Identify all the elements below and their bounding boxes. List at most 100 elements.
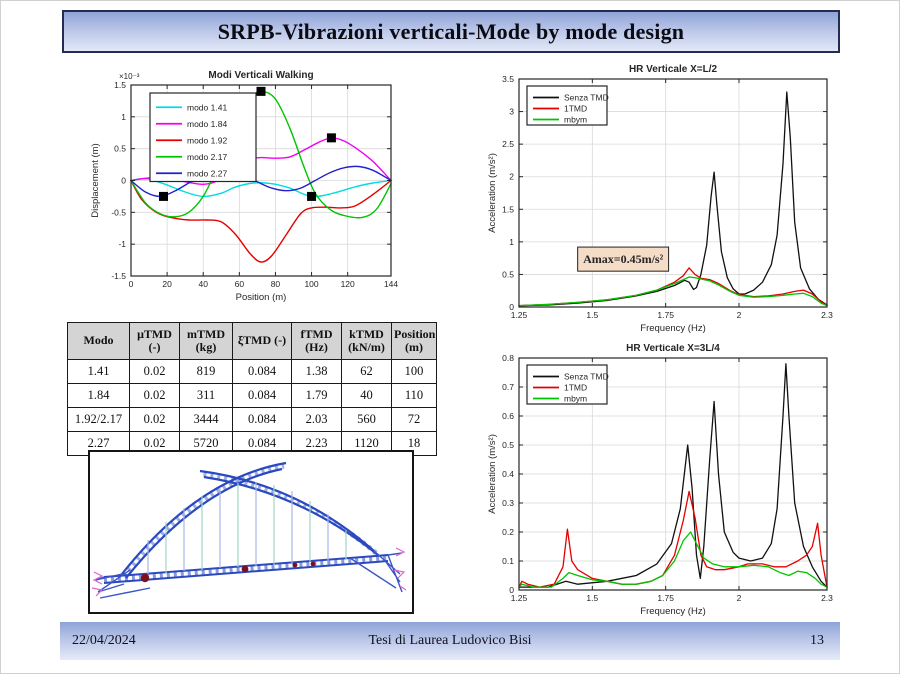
svg-text:0.1: 0.1: [502, 556, 514, 566]
svg-text:modo 2.17: modo 2.17: [187, 152, 227, 162]
svg-text:0.4: 0.4: [502, 469, 514, 479]
svg-text:1.75: 1.75: [657, 593, 674, 603]
svg-text:HR Verticale X=3L/4: HR Verticale X=3L/4: [626, 344, 720, 354]
svg-text:60: 60: [235, 279, 245, 289]
table-cell: 1.92/2.17: [67, 407, 130, 432]
chart-modi-verticali-walking: 0 20 40 60 80 100 120 144 -1.5 -1 -0.5 0 0.5 1 1.5 Modi…: [88, 66, 400, 317]
svg-text:Senza TMD: Senza TMD: [564, 93, 609, 103]
svg-text:1.25: 1.25: [511, 310, 528, 320]
table-cell: 0.084: [232, 359, 292, 384]
svg-text:3.5: 3.5: [502, 74, 514, 84]
bridge-model-image: [91, 461, 407, 599]
table-cell: 1.38: [291, 359, 342, 384]
table-header-cell: kTMD (kN/m): [341, 322, 392, 360]
table-row: 1.41 0.02 819 0.084 1.38 62 100: [67, 359, 437, 384]
svg-text:2.3: 2.3: [821, 593, 833, 603]
table-row: 1.84 0.02 311 0.084 1.79 40 110: [67, 383, 437, 408]
svg-text:1TMD: 1TMD: [564, 383, 587, 393]
table-cell: 40: [341, 383, 392, 408]
table-cell: 819: [179, 359, 233, 384]
svg-text:0.5: 0.5: [114, 144, 126, 154]
table-header-cell: Position (m): [391, 322, 437, 360]
table-header-cell: mTMD (kg): [179, 322, 233, 360]
svg-text:Acceleration (m/s²): Acceleration (m/s²): [487, 434, 498, 514]
table-header-cell: Modo: [67, 322, 130, 360]
svg-text:HR Verticale X=L/2: HR Verticale X=L/2: [629, 64, 718, 75]
svg-text:Displacement (m): Displacement (m): [90, 143, 101, 217]
chart-hr-verticale-3L4-svg: 1.25 1.5 1.75 2 2.3 0 0.1 0.2 0.3 0.4 0.5 0.6 0.7 0.8…: [485, 343, 835, 617]
bridge-model-figure: [88, 450, 414, 614]
svg-text:-1.5: -1.5: [111, 271, 126, 281]
table-cell: 2.03: [291, 407, 342, 432]
svg-text:2: 2: [737, 310, 742, 320]
table-cell: 0.084: [232, 407, 292, 432]
chart-hr-verticale-L2-svg: 1.25 1.5 1.75 2 2.3 0 0.5 1 1.5 2 2.5 3 3.5 HR Vertic…: [485, 58, 835, 338]
footer-date: 22/04/2024: [72, 633, 136, 648]
table-cell: 311: [179, 383, 233, 408]
footer-page-number: 13: [810, 633, 824, 648]
svg-text:1.5: 1.5: [586, 310, 598, 320]
table-cell: 1.79: [291, 383, 342, 408]
table-header-cell: fTMD (Hz): [291, 322, 342, 360]
svg-text:modo 1.92: modo 1.92: [187, 135, 227, 145]
svg-text:Senza TMD: Senza TMD: [564, 372, 609, 382]
table-cell: 1.84: [67, 383, 130, 408]
svg-text:2: 2: [737, 593, 742, 603]
svg-text:modo 1.41: modo 1.41: [187, 102, 227, 112]
svg-text:0.2: 0.2: [502, 527, 514, 537]
svg-text:1.75: 1.75: [657, 310, 674, 320]
svg-text:3: 3: [509, 107, 514, 117]
slide-title: SRPB-Vibrazioni verticali-Mode by mode d…: [217, 18, 685, 44]
svg-text:120: 120: [341, 279, 355, 289]
svg-text:mbym: mbym: [564, 394, 587, 404]
svg-text:2.5: 2.5: [502, 139, 514, 149]
svg-text:1.5: 1.5: [114, 80, 126, 90]
table-cell: 560: [341, 407, 392, 432]
svg-text:0.5: 0.5: [502, 440, 514, 450]
svg-text:0: 0: [509, 585, 514, 595]
table-cell: 62: [341, 359, 392, 384]
svg-text:-1: -1: [118, 239, 126, 249]
svg-text:0.7: 0.7: [502, 382, 514, 392]
svg-text:1: 1: [121, 112, 126, 122]
table-cell: 100: [391, 359, 437, 384]
svg-text:2.3: 2.3: [821, 310, 833, 320]
svg-text:100: 100: [304, 279, 318, 289]
table-cell: 1.41: [67, 359, 130, 384]
svg-text:1TMD: 1TMD: [564, 104, 587, 114]
table-cell: 0.084: [232, 383, 292, 408]
svg-text:0: 0: [509, 302, 514, 312]
table-cell: 0.02: [129, 383, 180, 408]
svg-text:0.8: 0.8: [502, 353, 514, 363]
svg-text:80: 80: [271, 279, 281, 289]
table-row: 1.92/2.17 0.02 3444 0.084 2.03 560 72: [67, 407, 437, 432]
chart-modi-verticali-walking-svg: 0 20 40 60 80 100 120 144 -1.5 -1 -0.5 0 0.5 1 1.5 Modi…: [88, 66, 400, 312]
svg-text:1: 1: [509, 237, 514, 247]
svg-text:0.3: 0.3: [502, 498, 514, 508]
table-cell: 72: [391, 407, 437, 432]
svg-text:Frequency (Hz): Frequency (Hz): [640, 323, 705, 334]
svg-text:1.5: 1.5: [586, 593, 598, 603]
table-cell: 0.02: [129, 407, 180, 432]
slide-title-bar: SRPB-Vibrazioni verticali-Mode by mode d…: [62, 10, 840, 53]
svg-text:modo 2.27: modo 2.27: [187, 168, 227, 178]
svg-text:Amax=0.45m/s²: Amax=0.45m/s²: [583, 252, 664, 266]
svg-text:0.5: 0.5: [502, 269, 514, 279]
svg-text:20: 20: [162, 279, 172, 289]
table-header-cell: ξTMD (-): [232, 322, 292, 360]
svg-text:×10⁻³: ×10⁻³: [119, 72, 140, 81]
svg-text:0: 0: [121, 176, 126, 186]
svg-text:0: 0: [129, 279, 134, 289]
svg-text:0.6: 0.6: [502, 411, 514, 421]
table-cell: 0.02: [129, 359, 180, 384]
svg-text:Acceleration (m/s²): Acceleration (m/s²): [487, 153, 498, 233]
svg-text:2: 2: [509, 172, 514, 182]
table-cell: 110: [391, 383, 437, 408]
svg-text:1.5: 1.5: [502, 204, 514, 214]
slide-footer: 22/04/2024 Tesi di Laurea Ludovico Bisi …: [60, 622, 840, 660]
svg-text:-0.5: -0.5: [111, 207, 126, 217]
footer-center-text: Tesi di Laurea Ludovico Bisi: [368, 633, 532, 648]
table-header-cell: μTMD (-): [129, 322, 180, 360]
chart-hr-verticale-L2: 1.25 1.5 1.75 2 2.3 0 0.5 1 1.5 2 2.5 3 3.5 HR Vertic…: [485, 58, 835, 343]
svg-text:Modi Verticali Walking: Modi Verticali Walking: [208, 70, 313, 81]
